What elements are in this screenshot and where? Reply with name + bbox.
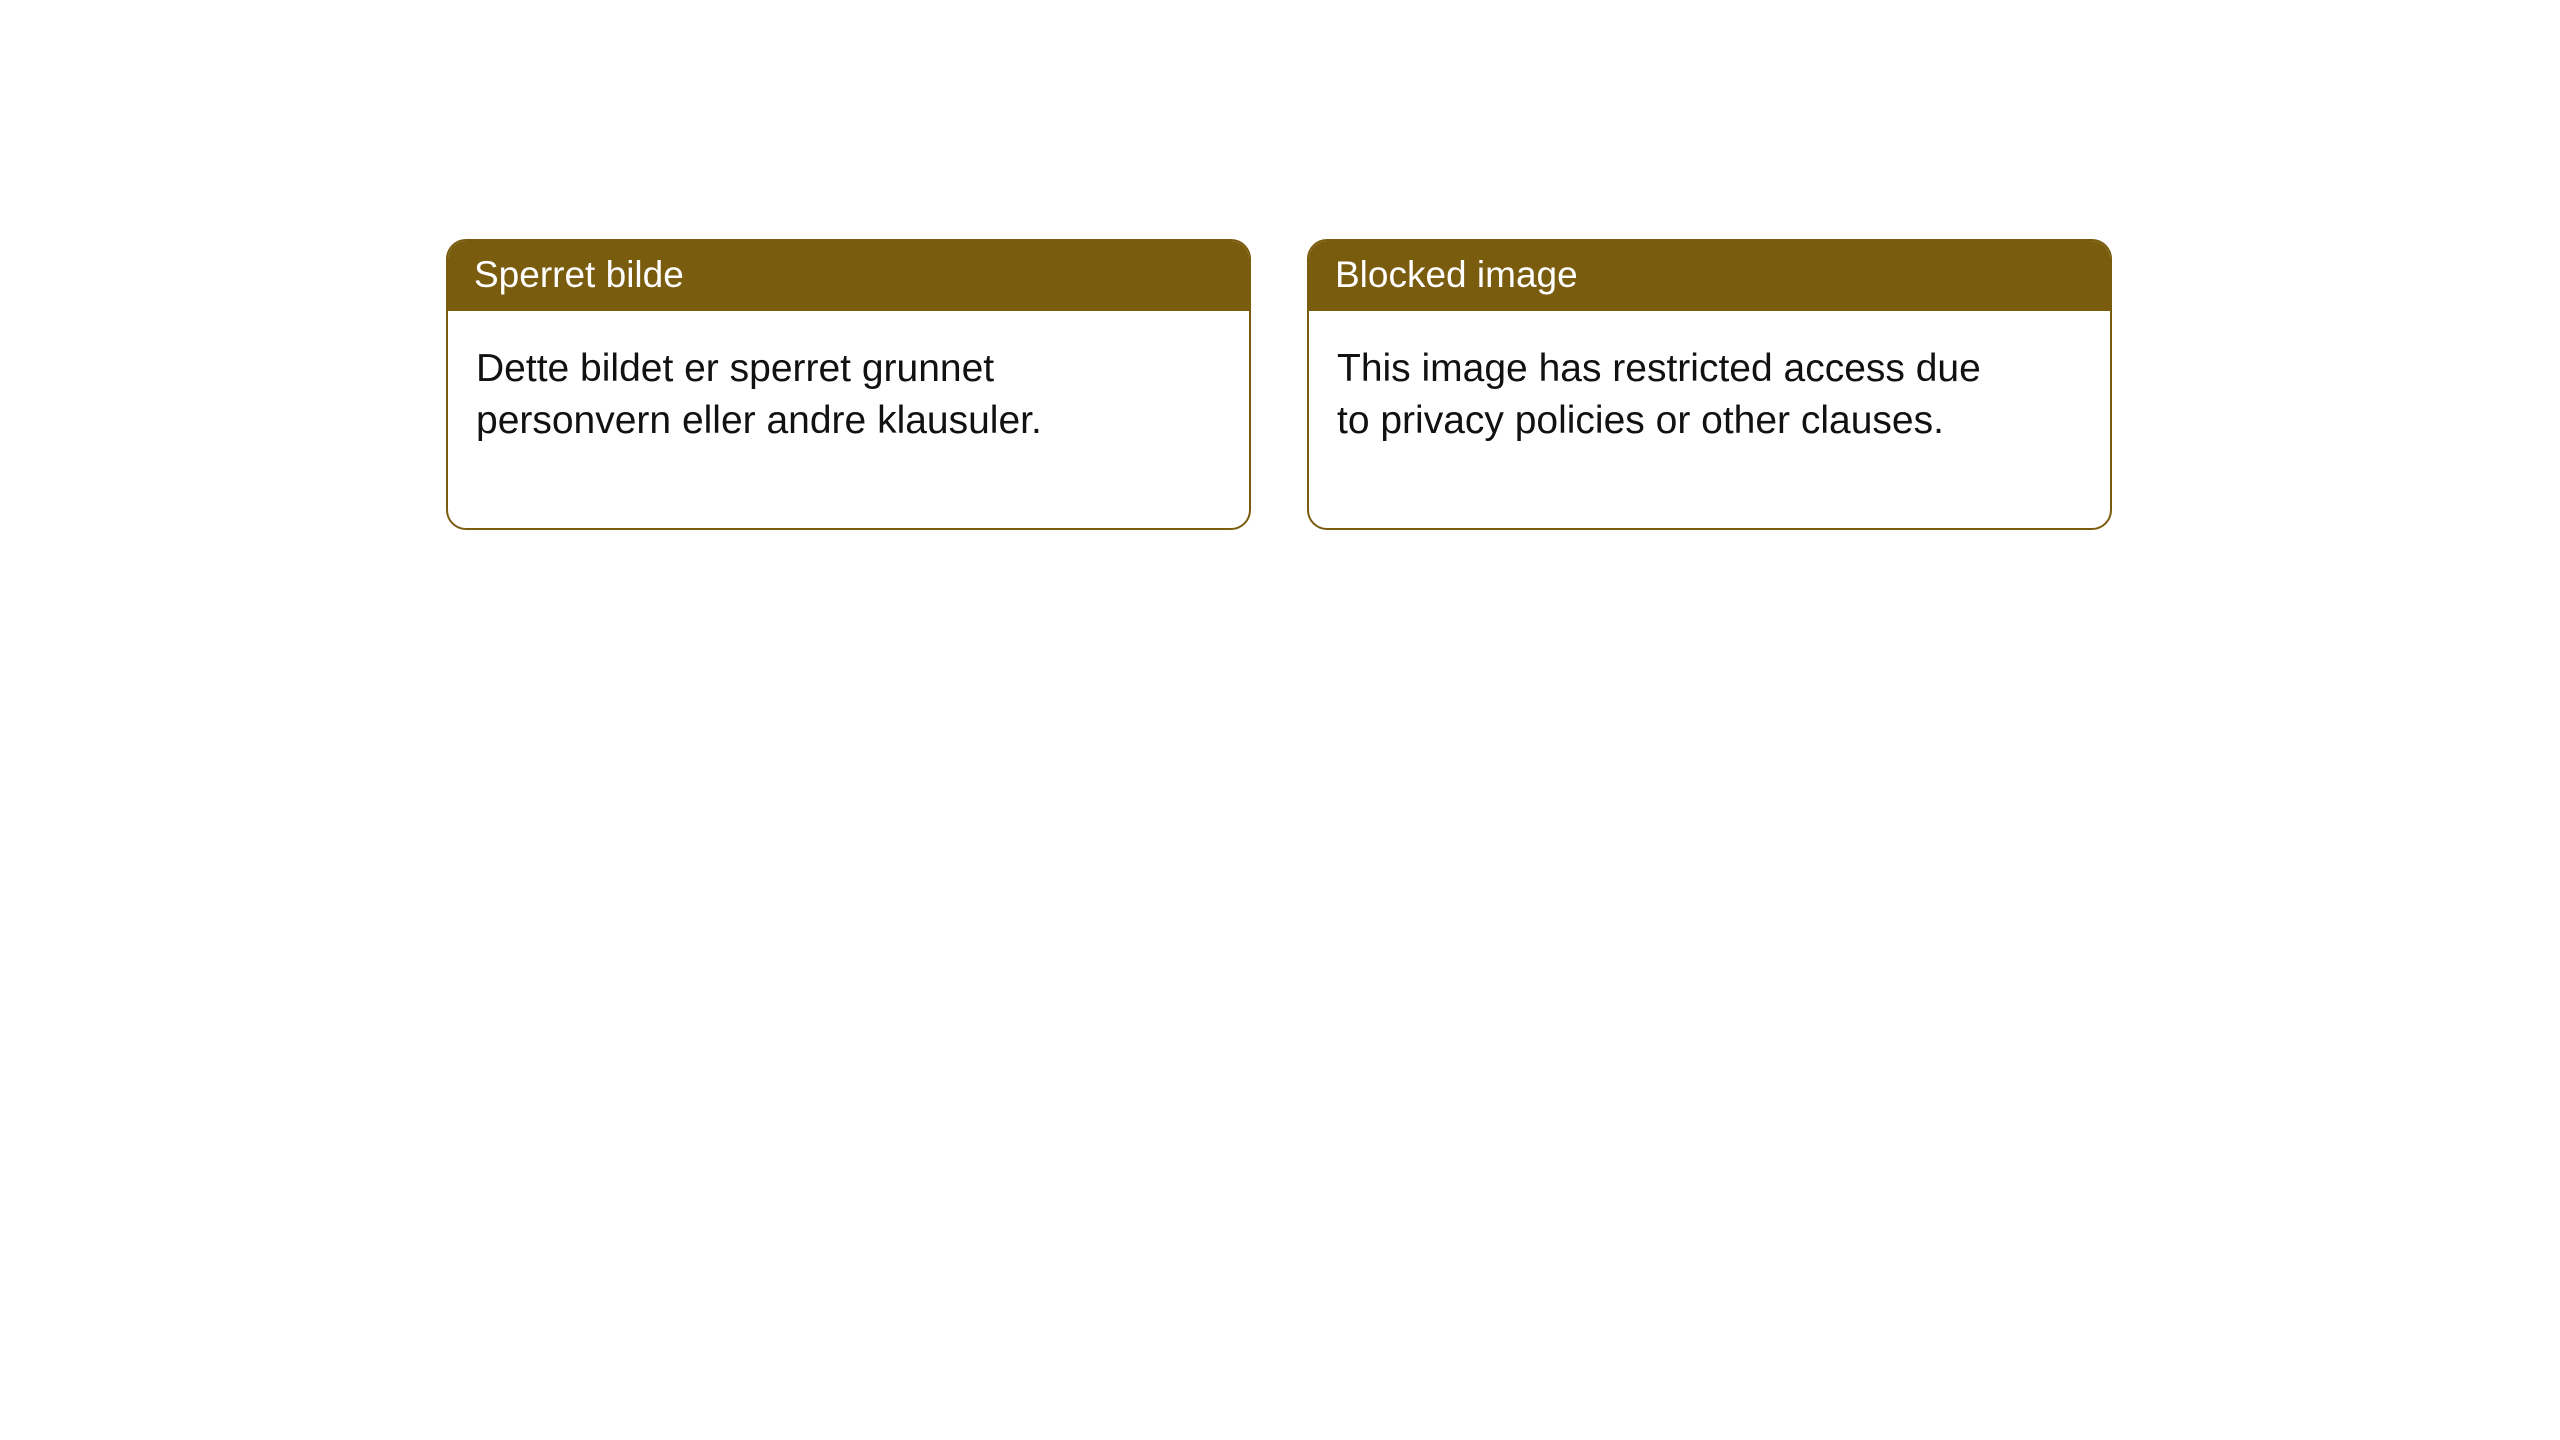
notice-body-english: This image has restricted access due to …: [1309, 311, 2029, 528]
notice-title-english: Blocked image: [1309, 241, 2110, 311]
notice-card-english: Blocked image This image has restricted …: [1307, 239, 2112, 530]
notice-title-norwegian: Sperret bilde: [448, 241, 1249, 311]
notice-container: Sperret bilde Dette bildet er sperret gr…: [0, 0, 2560, 530]
notice-body-norwegian: Dette bildet er sperret grunnet personve…: [448, 311, 1168, 528]
notice-card-norwegian: Sperret bilde Dette bildet er sperret gr…: [446, 239, 1251, 530]
